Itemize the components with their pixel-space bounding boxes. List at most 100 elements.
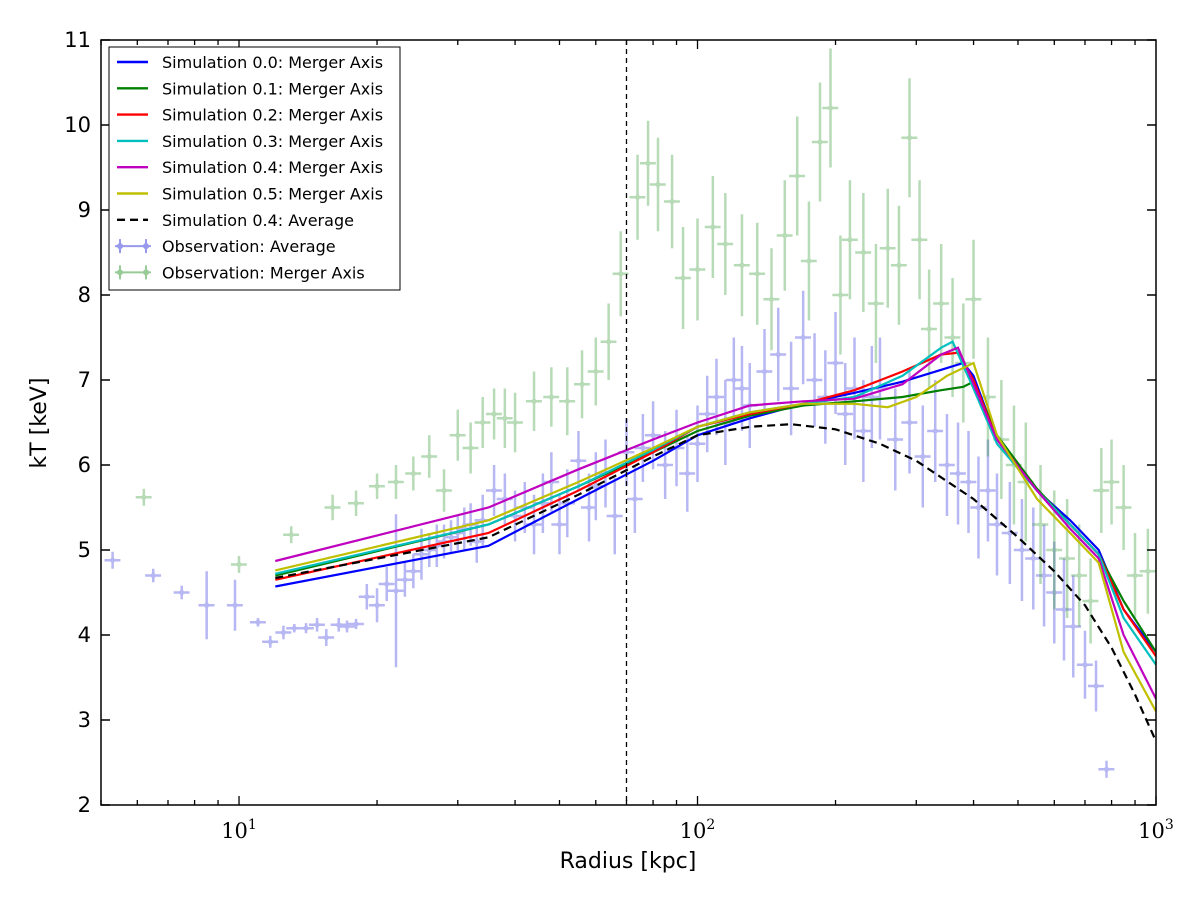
- legend: Simulation 0.0: Merger Axis Simulation 0.…: [108, 46, 401, 291]
- observation-point: [606, 339, 612, 345]
- observation-point: [441, 487, 447, 494]
- observation-point: [267, 639, 273, 645]
- observation-point: [141, 494, 147, 500]
- observation-point: [255, 619, 261, 625]
- observation-point: [314, 622, 320, 628]
- y-axis-label: kT [keV]: [27, 378, 52, 469]
- observation-point: [291, 625, 297, 631]
- y-tick-label: 4: [78, 623, 91, 647]
- legend-marker-dot: [143, 243, 149, 250]
- observation-point: [556, 521, 563, 528]
- observation-point: [634, 194, 641, 200]
- observation-point: [586, 504, 592, 511]
- legend-marker-dot: [143, 269, 149, 276]
- observation-point: [761, 368, 768, 375]
- observation-point: [806, 258, 812, 264]
- series-line-6: [275, 423, 1156, 742]
- observation-point: [680, 275, 686, 281]
- observation-point: [1121, 504, 1127, 511]
- observation-point: [731, 377, 737, 383]
- observation-point: [782, 232, 788, 239]
- series-line-3: [275, 340, 1156, 666]
- observation-point: [232, 602, 238, 608]
- observation-point: [754, 271, 760, 277]
- observation-point: [1132, 572, 1138, 579]
- observation-point: [916, 237, 923, 243]
- observation-point: [502, 415, 508, 421]
- y-tick-label: 6: [78, 453, 91, 477]
- observation-point: [426, 453, 432, 460]
- observation-point: [768, 296, 775, 302]
- y-tick-label: 10: [64, 113, 91, 137]
- observation-point: [1037, 521, 1044, 528]
- observation-point: [847, 237, 853, 243]
- observation-point: [1108, 479, 1115, 485]
- observation-point: [410, 470, 416, 477]
- observation-point: [336, 622, 342, 628]
- observation-point: [179, 589, 185, 596]
- series-line-5: [275, 361, 1156, 713]
- plot-frame: [100, 39, 1157, 806]
- observation-point: [694, 441, 701, 447]
- observation-point: [896, 262, 902, 268]
- observation-point: [869, 394, 875, 400]
- observation-point: [932, 428, 938, 434]
- observation-point: [860, 428, 866, 434]
- observation-point: [655, 181, 661, 188]
- observation-point: [418, 551, 425, 557]
- legend-label: Simulation 0.5: Merger Axis: [162, 185, 383, 204]
- observation-point: [353, 621, 359, 627]
- x-tick-label: 101: [221, 817, 257, 843]
- observation-point: [775, 351, 781, 358]
- observation-point: [710, 224, 716, 230]
- legend-marker-dot: [117, 269, 123, 276]
- observation-point: [1103, 766, 1110, 772]
- observation-point: [280, 629, 287, 636]
- observation-point: [548, 394, 554, 400]
- observation-point: [827, 105, 834, 111]
- x-axis-label: Radius [kpc]: [560, 849, 697, 874]
- observation-point: [944, 462, 950, 468]
- observation-point: [1051, 547, 1057, 553]
- observation-point: [1070, 623, 1076, 630]
- observation-point: [739, 262, 745, 268]
- observation-point: [985, 487, 991, 494]
- observation-point: [938, 300, 944, 307]
- observation-point: [393, 588, 399, 594]
- observation-point: [236, 561, 242, 568]
- observation-point: [975, 504, 982, 511]
- observation-point: [468, 445, 474, 451]
- observation-point: [970, 296, 977, 302]
- observation-point: [739, 385, 745, 392]
- y-tick-label: 5: [78, 538, 91, 562]
- legend-label: Simulation 0.2: Merger Axis: [162, 106, 383, 125]
- observation-point: [374, 602, 380, 608]
- observation-point: [491, 487, 497, 494]
- observation-point: [612, 513, 618, 519]
- observation-point: [1076, 572, 1082, 579]
- observation-point: [837, 292, 844, 298]
- observation-point: [892, 436, 898, 443]
- observation-point: [1093, 683, 1099, 689]
- observation-point: [873, 300, 879, 307]
- legend-label: Simulation 0.0: Merger Axis: [162, 53, 383, 72]
- observation-point: [955, 470, 961, 477]
- observation-point: [684, 470, 690, 477]
- observation-point: [788, 385, 794, 392]
- observation-point: [564, 398, 570, 404]
- observation-point: [965, 479, 972, 485]
- observation-point: [353, 500, 359, 506]
- observation-point: [593, 483, 599, 489]
- observation-point: [860, 249, 866, 256]
- observation-point: [575, 458, 582, 464]
- observation-point: [885, 245, 891, 251]
- observation-point: [906, 419, 913, 426]
- observation-point: [994, 521, 1000, 528]
- legend-marker-dot: [117, 243, 123, 250]
- observation-point: [303, 625, 309, 631]
- observation-point: [926, 326, 932, 332]
- legend-label: Observation: Merger Axis: [162, 263, 365, 282]
- y-tick-label: 9: [78, 198, 91, 222]
- observation-point: [669, 198, 675, 205]
